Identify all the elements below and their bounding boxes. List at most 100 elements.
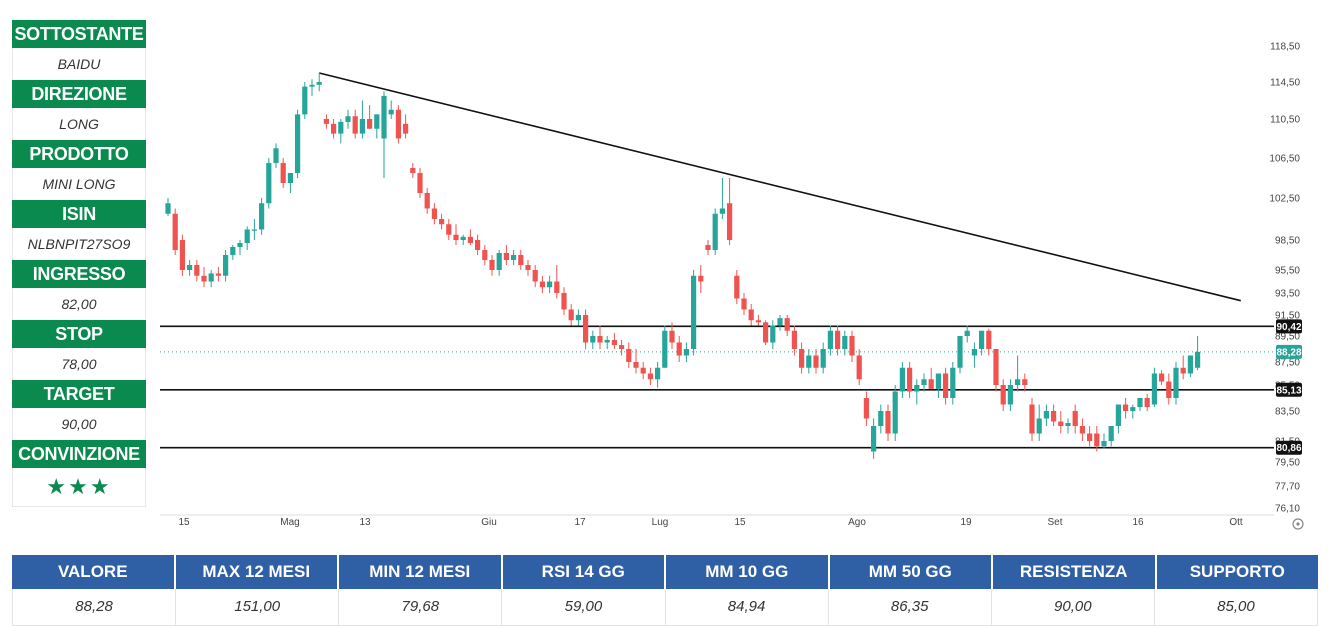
y-tick-label-0: 76,10 bbox=[1275, 504, 1300, 515]
candle-29 bbox=[374, 114, 380, 139]
candle-142 bbox=[1187, 355, 1193, 377]
x-tick-label-1: Mag bbox=[280, 517, 299, 528]
candle-106 bbox=[928, 367, 934, 389]
candle-75 bbox=[705, 240, 711, 255]
stats-header-row: VALORE MAX 12 MESI MIN 12 MESI RSI 14 GG… bbox=[12, 555, 1318, 589]
candle-body-34 bbox=[410, 168, 416, 173]
candle-body-140 bbox=[1173, 367, 1179, 398]
candle-body-81 bbox=[748, 309, 754, 321]
value-rsi-14-gg: 59,00 bbox=[502, 589, 666, 626]
candle-body-135 bbox=[1137, 398, 1143, 408]
candle-74 bbox=[698, 265, 704, 293]
candle-69 bbox=[662, 325, 668, 368]
candle-22 bbox=[323, 114, 329, 129]
candle-109 bbox=[950, 362, 956, 405]
candle-84 bbox=[770, 320, 776, 349]
candle-35 bbox=[417, 168, 423, 198]
candle-66 bbox=[640, 362, 646, 380]
candle-89 bbox=[806, 349, 812, 374]
candle-body-6 bbox=[208, 273, 214, 282]
settings-icon[interactable] bbox=[1292, 518, 1304, 530]
candle-body-121 bbox=[1036, 418, 1042, 434]
candle-87 bbox=[791, 325, 797, 356]
candle-135 bbox=[1137, 398, 1143, 411]
candle-30 bbox=[381, 91, 387, 178]
candle-body-109 bbox=[950, 367, 956, 398]
candle-64 bbox=[626, 342, 632, 368]
y-tick-label-6: 87,50 bbox=[1275, 358, 1300, 369]
candle-23 bbox=[331, 119, 337, 139]
candle-body-111 bbox=[964, 330, 970, 336]
candle-105 bbox=[921, 373, 927, 392]
candle-body-60 bbox=[597, 336, 603, 343]
y-tick-label-16: 118,50 bbox=[1270, 42, 1300, 53]
header-max-12-mesi: MAX 12 MESI bbox=[175, 555, 339, 589]
candle-body-65 bbox=[633, 362, 639, 368]
candle-91 bbox=[820, 342, 826, 374]
candle-body-104 bbox=[914, 385, 920, 392]
horizontal-levels bbox=[160, 325, 1274, 449]
candle-79 bbox=[734, 270, 740, 304]
candle-32 bbox=[395, 105, 401, 144]
candle-body-52 bbox=[539, 281, 545, 288]
candle-80 bbox=[741, 293, 747, 315]
candle-55 bbox=[561, 287, 567, 315]
candle-body-105 bbox=[921, 379, 927, 385]
x-tick-label-3: Giu bbox=[481, 517, 497, 528]
candle-body-137 bbox=[1151, 373, 1157, 405]
candle-body-125 bbox=[1065, 423, 1071, 426]
candle-body-84 bbox=[770, 325, 776, 343]
candle-78 bbox=[727, 178, 733, 245]
candle-body-43 bbox=[475, 240, 481, 250]
candle-body-71 bbox=[676, 342, 682, 356]
candle-body-97 bbox=[863, 398, 869, 419]
x-tick-label-11: Ott bbox=[1229, 517, 1243, 528]
candle-body-55 bbox=[561, 293, 567, 310]
candle-body-108 bbox=[943, 373, 949, 398]
candle-body-53 bbox=[547, 281, 553, 288]
candle-body-131 bbox=[1108, 426, 1114, 441]
x-axis: 15 Mag 13 Giu 17 Lug 15 Ago 19 Set 16 Ott bbox=[160, 514, 1274, 528]
candle-body-63 bbox=[619, 345, 625, 349]
candle-41 bbox=[460, 234, 466, 245]
candle-43 bbox=[475, 234, 481, 255]
candle-body-74 bbox=[698, 275, 704, 282]
candle-13 bbox=[259, 198, 265, 235]
candle-body-22 bbox=[323, 119, 329, 124]
candle-31 bbox=[388, 100, 394, 119]
candle-body-134 bbox=[1130, 407, 1136, 411]
candle-body-29 bbox=[374, 114, 380, 129]
y-tick-label-9: 93,50 bbox=[1275, 289, 1300, 300]
candle-98 bbox=[871, 418, 877, 459]
level-label-bg-0 bbox=[1276, 319, 1302, 334]
header-mm-10-gg: MM 10 GG bbox=[666, 555, 830, 589]
candle-body-57 bbox=[575, 315, 581, 321]
candle-42 bbox=[467, 229, 473, 245]
y-tick-label-14: 110,50 bbox=[1270, 115, 1300, 126]
trendline-group bbox=[319, 72, 1241, 302]
candle-50 bbox=[525, 260, 531, 276]
candle-body-36 bbox=[424, 193, 430, 209]
candle-body-3 bbox=[187, 265, 193, 270]
candle-18 bbox=[295, 109, 301, 178]
x-tick-label-8: 19 bbox=[960, 517, 972, 528]
candle-59 bbox=[590, 330, 596, 349]
candle-body-95 bbox=[849, 336, 855, 356]
candle-57 bbox=[575, 309, 581, 326]
candle-16 bbox=[280, 158, 286, 188]
candle-14 bbox=[266, 158, 272, 209]
candle-body-16 bbox=[280, 163, 286, 183]
candle-body-82 bbox=[755, 320, 761, 323]
candle-52 bbox=[539, 275, 545, 293]
candle-body-12 bbox=[251, 229, 257, 231]
candle-body-119 bbox=[1022, 379, 1028, 385]
candle-115 bbox=[993, 349, 999, 392]
candle-34 bbox=[410, 163, 416, 178]
candle-body-37 bbox=[431, 208, 437, 219]
candle-101 bbox=[892, 385, 898, 441]
candle-body-139 bbox=[1166, 381, 1172, 398]
candle-body-126 bbox=[1072, 411, 1078, 426]
candle-body-87 bbox=[791, 330, 797, 349]
candle-71 bbox=[676, 336, 682, 362]
price-labels: 90,42 85,13 80,86 88,28 bbox=[1276, 319, 1302, 455]
